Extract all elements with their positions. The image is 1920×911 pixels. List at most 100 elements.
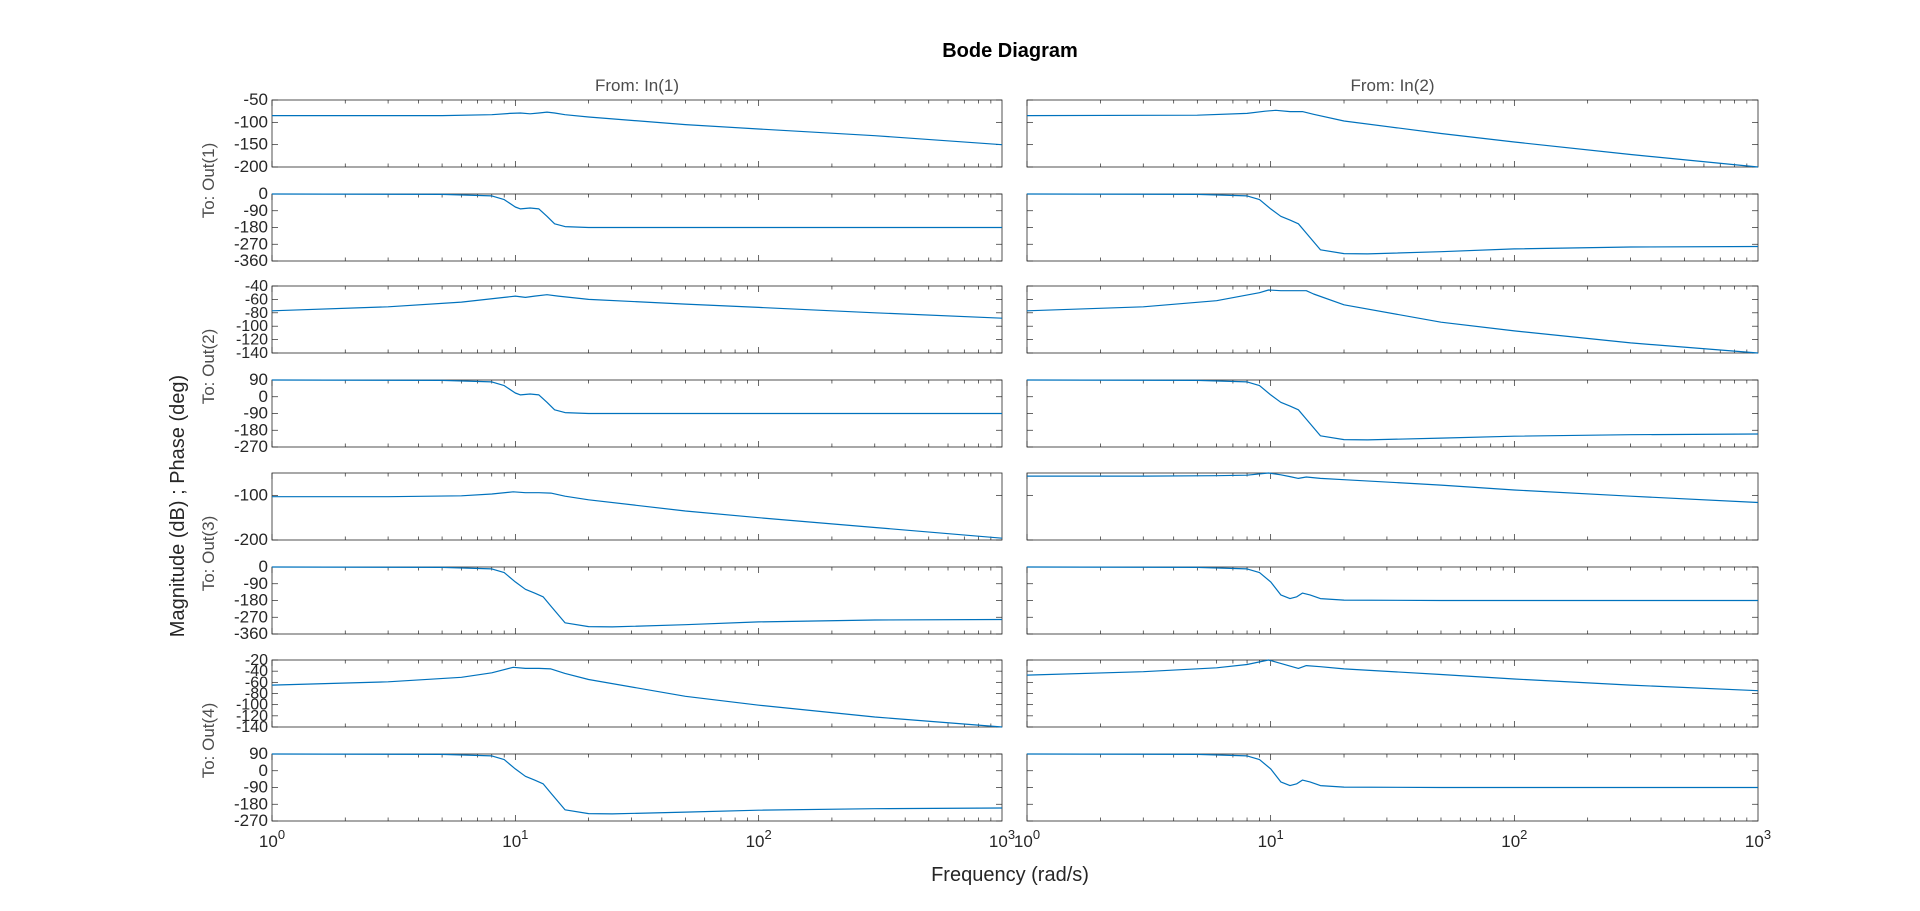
y-tick-label: 0 bbox=[259, 387, 268, 406]
subplot-phase-out1-in1: 0-90-180-270-360 bbox=[234, 184, 1003, 270]
x-tick-label: 100 bbox=[1014, 827, 1040, 851]
y-tick-label: 0 bbox=[259, 184, 268, 203]
chart-title: Bode Diagram bbox=[942, 40, 1078, 62]
response-curve bbox=[271, 294, 1003, 319]
axes-box bbox=[271, 285, 1003, 354]
x-tick-label: 102 bbox=[746, 827, 772, 851]
response-curve bbox=[1026, 379, 1759, 441]
subplot-phase-out3-in1: 0-90-180-270-360 bbox=[234, 557, 1003, 643]
y-tick-label: -60 bbox=[245, 291, 268, 308]
column-titles: From: In(1) From: In(2) bbox=[595, 76, 1435, 95]
subplot-magnitude-out3-in1: -100 -200 bbox=[234, 472, 1003, 549]
y-tick-label: -50 bbox=[243, 90, 268, 109]
y-tick-label: -200 bbox=[234, 530, 268, 549]
response-curve bbox=[1027, 472, 1759, 504]
response-curve bbox=[272, 491, 1003, 539]
y-tick-label: -100 bbox=[236, 318, 268, 335]
response-curve bbox=[1026, 753, 1758, 789]
y-tick-label: -120 bbox=[236, 332, 268, 349]
axes-box bbox=[1026, 659, 1759, 728]
x-tick-label: 102 bbox=[1501, 827, 1527, 851]
x-tick-label: 101 bbox=[502, 827, 528, 851]
y-tick-label: -180 bbox=[234, 420, 268, 439]
subplot-phase-out1-in2 bbox=[1026, 193, 1759, 262]
subplot-magnitude-out3-in2 bbox=[1026, 472, 1759, 541]
y-tick-label: -60 bbox=[245, 674, 268, 691]
axes-box bbox=[271, 566, 1003, 635]
y-tick-label: -40 bbox=[245, 278, 268, 295]
y-tick-label: -100 bbox=[236, 697, 268, 714]
response-curve bbox=[271, 666, 1003, 728]
axes-box bbox=[1026, 99, 1759, 168]
y-tick-label: -360 bbox=[234, 624, 268, 643]
x-tick-label: 100 bbox=[259, 827, 285, 851]
y-tick-label: 90 bbox=[249, 744, 268, 763]
ylabel-text: Magnitude (dB) ; Phase (deg) bbox=[167, 375, 189, 637]
y-tick-label: 0 bbox=[259, 557, 268, 576]
x-tick-label: 103 bbox=[1745, 827, 1771, 851]
y-tick-label: -270 bbox=[234, 437, 268, 456]
y-tick-label: -140 bbox=[236, 345, 268, 362]
response-curve bbox=[1026, 659, 1759, 692]
x-tick-label: 103 bbox=[989, 827, 1015, 851]
column-title-1: From: In(1) bbox=[595, 76, 679, 95]
subplot-magnitude-out1-in1: -50 -100 -150 -200 bbox=[234, 90, 1003, 176]
y-tick-label: -140 bbox=[236, 719, 268, 736]
y-tick-label: -90 bbox=[243, 404, 268, 423]
response-curve bbox=[1026, 193, 1759, 255]
axes-box bbox=[1026, 379, 1759, 448]
row-label-out3: To: Out(3) bbox=[199, 516, 218, 592]
subplot-magnitude-out2-in1: -40-60-80-100-120-140 bbox=[236, 278, 1003, 362]
row-label-out1: To: Out(1) bbox=[199, 143, 218, 219]
subplot-phase-out3-in2 bbox=[1026, 566, 1759, 635]
axes-box bbox=[1026, 285, 1759, 354]
response-curve bbox=[1026, 566, 1758, 602]
subplot-phase-out2-in1: 900-90-180-270 bbox=[234, 370, 1003, 456]
y-tick-label: -90 bbox=[243, 201, 268, 220]
row-label-out2: To: Out(2) bbox=[199, 329, 218, 405]
y-tick-label: -150 bbox=[234, 135, 268, 154]
y-tick-label: -80 bbox=[245, 686, 268, 703]
response-curve bbox=[271, 566, 1003, 628]
axes-layer: -50-100-150-2000-90-180-270-360-40-60-80… bbox=[199, 90, 1759, 830]
y-tick-label: 0 bbox=[259, 761, 268, 780]
axes-box bbox=[271, 659, 1003, 728]
axes-box bbox=[1026, 472, 1759, 541]
y-tick-label: -120 bbox=[236, 708, 268, 725]
y-tick-label: -80 bbox=[245, 305, 268, 322]
axes-box bbox=[271, 753, 1003, 822]
y-tick-label: -90 bbox=[243, 778, 268, 797]
subplot-magnitude-out4-in1: -20-40-60-80-100-120-140 bbox=[236, 652, 1003, 736]
axes-box bbox=[1026, 193, 1759, 262]
subplot-phase-out2-in2 bbox=[1026, 379, 1759, 448]
y-tick-label: -20 bbox=[245, 652, 268, 669]
axes-box bbox=[271, 99, 1003, 168]
column-title-2: From: In(2) bbox=[1350, 76, 1434, 95]
x-axis-label: Frequency (rad/s) bbox=[931, 864, 1089, 886]
y-tick-label: -100 bbox=[234, 112, 268, 131]
y-tick-label: -180 bbox=[234, 591, 268, 610]
x-tick-label: 101 bbox=[1258, 827, 1284, 851]
y-tick-label: 90 bbox=[249, 370, 268, 389]
y-tick-label: -270 bbox=[234, 811, 268, 830]
y-tick-label: -40 bbox=[245, 663, 268, 680]
response-curve bbox=[1026, 109, 1759, 168]
response-curve bbox=[272, 111, 1003, 146]
y-tick-label: -100 bbox=[234, 485, 268, 504]
subplot-magnitude-out2-in2 bbox=[1026, 285, 1759, 354]
y-tick-label: -90 bbox=[243, 574, 268, 593]
response-curve bbox=[271, 379, 1002, 415]
y-tick-label: -200 bbox=[234, 157, 268, 176]
axes-box bbox=[271, 472, 1003, 541]
y-tick-label: -270 bbox=[234, 234, 268, 253]
xlabel-text: Frequency (rad/s) bbox=[931, 864, 1089, 886]
subplot-magnitude-out4-in2 bbox=[1026, 659, 1759, 728]
response-curve bbox=[271, 753, 1003, 815]
response-curve bbox=[1026, 289, 1759, 354]
subplot-phase-out4-in2 bbox=[1026, 753, 1759, 822]
y-tick-label: -180 bbox=[234, 794, 268, 813]
subplot-phase-out4-in1: 900-90-180-270 bbox=[234, 744, 1003, 830]
row-label-out4: To: Out(4) bbox=[199, 703, 218, 779]
